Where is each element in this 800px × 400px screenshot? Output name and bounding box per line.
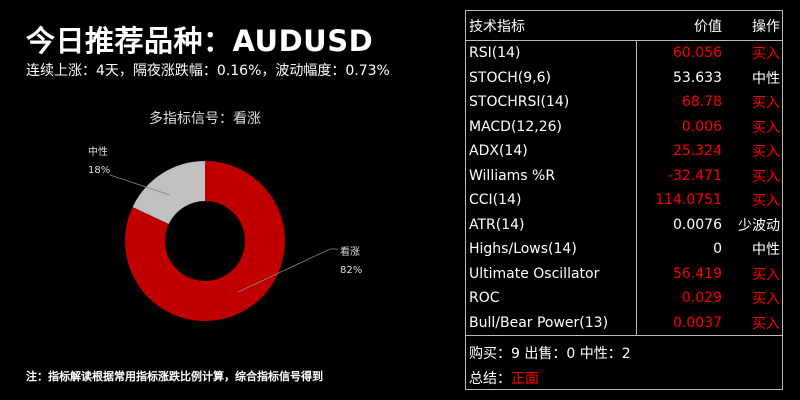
slice-1 bbox=[132, 161, 205, 224]
table-row: CCI(14) 114.0751 买入 bbox=[466, 188, 782, 213]
indicator-value: 0.029 bbox=[681, 290, 722, 307]
table-row: Highs/Lows(14) 0 中性 bbox=[466, 237, 782, 262]
footnote: 注：指标解读根据常用指标涨跌比例计算，综合指标信号得到 bbox=[26, 370, 323, 383]
indicator-value: -32.471 bbox=[667, 167, 722, 184]
indicator-value: 114.0751 bbox=[655, 192, 722, 209]
indicator-value: 0 bbox=[713, 241, 722, 258]
indicator-action: 买入 bbox=[752, 119, 780, 136]
summary-label: 总结： bbox=[469, 370, 511, 387]
indicator-action: 买入 bbox=[752, 193, 780, 210]
subtitle: 连续上涨：4天，隔夜涨跌幅：0.16%，波动幅度：0.73% bbox=[26, 63, 390, 79]
indicator-action: 买入 bbox=[752, 315, 780, 332]
indicator-name: Ultimate Oscillator bbox=[466, 261, 637, 286]
table-row: ATR(14) 0.0076 少波动 bbox=[466, 212, 782, 237]
indicator-name: Highs/Lows(14) bbox=[466, 237, 637, 262]
indicator-name: CCI(14) bbox=[466, 188, 637, 213]
indicator-name: RSI(14) bbox=[466, 41, 637, 66]
leader-line-1 bbox=[109, 174, 171, 196]
indicator-action: 中性 bbox=[752, 242, 780, 259]
slice-label: 看涨 bbox=[340, 245, 360, 258]
indicator-table: 技术指标 价值 操作 RSI(14) 60.056 买入 STOCH(9,6) 5… bbox=[465, 10, 783, 390]
indicator-name: STOCHRSI(14) bbox=[466, 90, 637, 115]
indicator-value: 0.0037 bbox=[673, 314, 722, 331]
indicator-name: ATR(14) bbox=[466, 212, 637, 237]
summary-value: 正面 bbox=[511, 370, 539, 387]
indicator-value: 0.006 bbox=[681, 118, 722, 135]
table-body: RSI(14) 60.056 买入 STOCH(9,6) 53.633 中性 STO… bbox=[466, 41, 782, 336]
indicator-name: STOCH(9,6) bbox=[466, 65, 637, 90]
slice-label: 中性 bbox=[88, 145, 108, 158]
indicator-action: 买入 bbox=[752, 46, 780, 63]
indicator-name: Williams %R bbox=[466, 163, 637, 188]
slice-value-label: 82% bbox=[340, 265, 362, 276]
indicator-action: 买入 bbox=[752, 144, 780, 161]
header-value: 价值 bbox=[694, 18, 722, 35]
header-action: 操作 bbox=[752, 18, 780, 35]
header-indicator: 技术指标 bbox=[469, 18, 525, 35]
indicator-action: 买入 bbox=[752, 266, 780, 283]
indicator-action: 少波动 bbox=[738, 217, 780, 234]
indicator-name: ROC bbox=[466, 286, 637, 311]
indicator-name: Bull/Bear Power(13) bbox=[466, 310, 637, 335]
table-row: ROC 0.029 买入 bbox=[466, 286, 782, 311]
table-header: 技术指标 价值 操作 bbox=[466, 11, 782, 41]
indicator-value: 56.419 bbox=[673, 265, 722, 282]
summary-section: 购买：9 出售：0 中性：2 总结： 正面 bbox=[466, 340, 782, 390]
indicator-action: 中性 bbox=[752, 70, 780, 87]
table-row: RSI(14) 60.056 买入 bbox=[466, 41, 782, 66]
table-row: MACD(12,26) 0.006 买入 bbox=[466, 114, 782, 139]
table-row: ADX(14) 25.324 买入 bbox=[466, 139, 782, 164]
indicator-name: ADX(14) bbox=[466, 139, 637, 164]
page-title: 今日推荐品种：AUDUSD bbox=[26, 24, 374, 58]
slice-value-label: 18% bbox=[88, 165, 110, 176]
indicator-value: 60.056 bbox=[673, 45, 722, 62]
chart-title: 多指标信号：看涨 bbox=[149, 110, 261, 127]
table-row: Ultimate Oscillator 56.419 买入 bbox=[466, 261, 782, 286]
indicator-value: 68.78 bbox=[681, 94, 722, 111]
donut-chart: 多指标信号：看涨 看涨 82% 中性 18% bbox=[88, 110, 362, 321]
table-row: Bull/Bear Power(13) 0.0037 买入 bbox=[466, 310, 782, 335]
indicator-action: 买入 bbox=[752, 168, 780, 185]
table-row: STOCHRSI(14) 68.78 买入 bbox=[466, 90, 782, 115]
indicator-name: MACD(12,26) bbox=[466, 114, 637, 139]
indicator-action: 买入 bbox=[752, 291, 780, 308]
slice-0 bbox=[124, 161, 285, 321]
signal-counts: 购买：9 出售：0 中性：2 bbox=[469, 345, 631, 362]
table-row: Williams %R -32.471 买入 bbox=[466, 163, 782, 188]
indicator-action: 买入 bbox=[752, 95, 780, 112]
indicator-value: 0.0076 bbox=[673, 216, 722, 233]
indicator-value: 53.633 bbox=[673, 69, 722, 86]
summary: 总结： 正面 bbox=[466, 365, 782, 390]
table-row: STOCH(9,6) 53.633 中性 bbox=[466, 65, 782, 90]
indicator-value: 25.324 bbox=[673, 143, 722, 160]
leader-line-0 bbox=[237, 248, 338, 293]
